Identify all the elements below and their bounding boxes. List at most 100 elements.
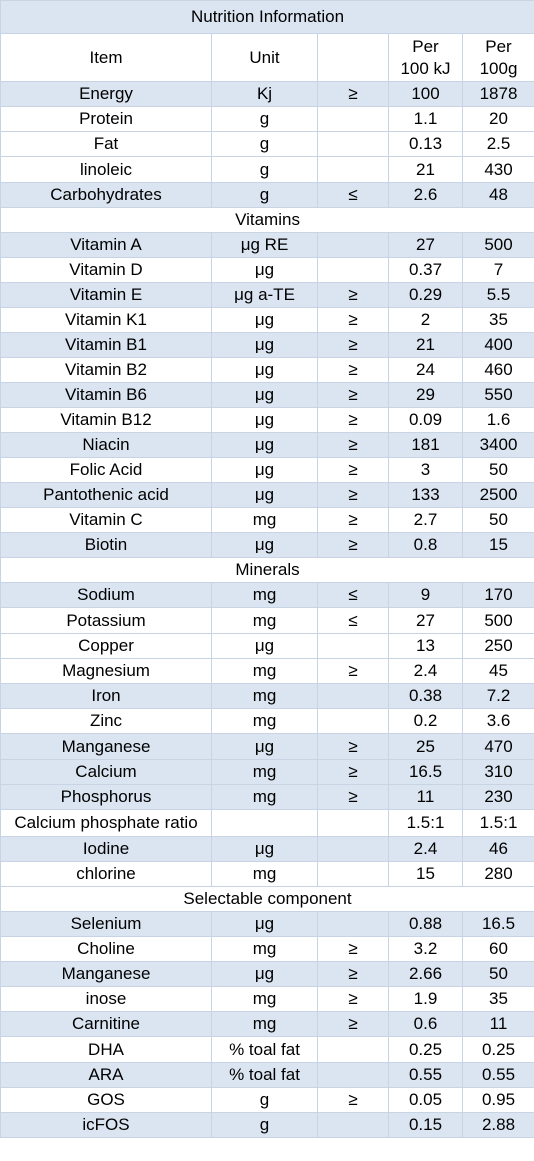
cell-item: Selenium bbox=[0, 911, 212, 937]
cell-per-100kj: 0.55 bbox=[388, 1062, 463, 1088]
cell-unit: % toal fat bbox=[211, 1036, 318, 1063]
cell-item: Fat bbox=[0, 131, 212, 157]
cell-per-100kj: 1.1 bbox=[388, 106, 463, 132]
cell-item: Folic Acid bbox=[0, 457, 212, 483]
cell-per-100g: 3400 bbox=[461, 432, 534, 458]
header-per-100kj-line1: Per bbox=[412, 36, 439, 56]
cell-item: ARA bbox=[0, 1062, 212, 1088]
cell-item: Carbohydrates bbox=[0, 182, 212, 208]
cell-unit: mg bbox=[211, 759, 318, 785]
cell-per-100kj: 2.66 bbox=[388, 961, 463, 987]
title-row: Nutrition Information bbox=[0, 0, 534, 34]
header-per-100kj-line2: 100 kJ bbox=[400, 58, 451, 78]
cell-unit: μg bbox=[211, 307, 318, 333]
cell-symbol bbox=[317, 1036, 389, 1063]
cell-per-100kj: 133 bbox=[388, 482, 463, 508]
cell-symbol: ≥ bbox=[317, 81, 389, 107]
cell-item: Biotin bbox=[0, 532, 212, 558]
table-row: Selenium μg 0.88 16.5 bbox=[0, 911, 534, 937]
cell-item: Choline bbox=[0, 936, 212, 962]
cell-per-100g: 45 bbox=[461, 658, 534, 684]
cell-per-100g: 430 bbox=[461, 156, 534, 183]
table-row: Vitamin B6 μg ≥29 550 bbox=[0, 382, 534, 408]
cell-symbol bbox=[317, 911, 389, 937]
header-symbol bbox=[317, 33, 389, 82]
cell-per-100kj: 2 bbox=[388, 307, 463, 333]
cell-unit: mg bbox=[211, 936, 318, 962]
cell-per-100g: 16.5 bbox=[461, 911, 534, 937]
table-row: Zinc mg 0.2 3.6 bbox=[0, 708, 534, 734]
cell-per-100g: 500 bbox=[461, 232, 534, 258]
cell-per-100g: 500 bbox=[461, 607, 534, 634]
cell-symbol bbox=[317, 106, 389, 132]
cell-item: Energy bbox=[0, 81, 212, 107]
cell-symbol: ≥ bbox=[317, 532, 389, 558]
cell-symbol: ≥ bbox=[317, 1087, 389, 1113]
cell-per-100kj: 11 bbox=[388, 784, 463, 810]
cell-per-100kj: 1.9 bbox=[388, 986, 463, 1012]
header-item: Item bbox=[0, 33, 212, 82]
cell-symbol: ≥ bbox=[317, 1011, 389, 1037]
cell-item: Manganese bbox=[0, 961, 212, 987]
header-per-100g-line1: Per bbox=[485, 36, 512, 56]
cell-symbol: ≤ bbox=[317, 182, 389, 208]
cell-unit: mg bbox=[211, 784, 318, 810]
cell-per-100kj: 2.7 bbox=[388, 507, 463, 533]
cell-per-100kj: 21 bbox=[388, 156, 463, 183]
header-per-100g: Per 100g bbox=[461, 33, 534, 82]
cell-per-100kj: 3.2 bbox=[388, 936, 463, 962]
cell-per-100kj: 2.4 bbox=[388, 836, 463, 862]
cell-unit: mg bbox=[211, 607, 318, 634]
table-row: Vitamin K1 μg ≥2 35 bbox=[0, 307, 534, 333]
table-row: chlorine mg 15 280 bbox=[0, 861, 534, 887]
cell-per-100g: 2.88 bbox=[461, 1112, 534, 1138]
cell-unit: g bbox=[211, 182, 318, 208]
cell-per-100kj: 29 bbox=[388, 382, 463, 408]
cell-symbol bbox=[317, 156, 389, 183]
cell-symbol bbox=[317, 809, 389, 837]
cell-symbol: ≥ bbox=[317, 733, 389, 760]
cell-item: Vitamin K1 bbox=[0, 307, 212, 333]
cell-unit: μg bbox=[211, 432, 318, 458]
table-row: Magnesium mg ≥2.4 45 bbox=[0, 658, 534, 684]
cell-symbol: ≥ bbox=[317, 936, 389, 962]
cell-symbol bbox=[317, 861, 389, 887]
cell-item: icFOS bbox=[0, 1112, 212, 1138]
section-row: Selectable component bbox=[0, 886, 534, 912]
cell-unit: mg bbox=[211, 582, 318, 608]
cell-per-100g: 280 bbox=[461, 861, 534, 887]
cell-per-100kj: 0.2 bbox=[388, 708, 463, 734]
cell-symbol: ≥ bbox=[317, 784, 389, 810]
cell-symbol bbox=[317, 232, 389, 258]
cell-item: Sodium bbox=[0, 582, 212, 608]
cell-symbol bbox=[317, 836, 389, 862]
cell-per-100g: 470 bbox=[461, 733, 534, 760]
cell-per-100g: 1878 bbox=[461, 81, 534, 107]
cell-unit: μg bbox=[211, 836, 318, 862]
table-row: ARA% toal fat 0.55 0.55 bbox=[0, 1062, 534, 1088]
cell-unit: g bbox=[211, 131, 318, 157]
table-row: Potassium mg ≤27 500 bbox=[0, 607, 534, 634]
cell-per-100g: 400 bbox=[461, 332, 534, 358]
cell-item: linoleic bbox=[0, 156, 212, 183]
table-row: Iron mg 0.38 7.2 bbox=[0, 683, 534, 709]
table-row: Fat g 0.13 2.5 bbox=[0, 131, 534, 157]
cell-item: Vitamin A bbox=[0, 232, 212, 258]
cell-item: Copper bbox=[0, 633, 212, 659]
cell-unit: μg bbox=[211, 482, 318, 508]
cell-per-100kj: 25 bbox=[388, 733, 463, 760]
table-row: Biotin μg ≥0.8 15 bbox=[0, 532, 534, 558]
table-row: GOS g ≥0.05 0.95 bbox=[0, 1087, 534, 1113]
table-row: Vitamin B12 μg ≥0.09 1.6 bbox=[0, 407, 534, 433]
table-row: Carbohydrates g ≤2.6 48 bbox=[0, 182, 534, 208]
cell-per-100g: 35 bbox=[461, 986, 534, 1012]
cell-per-100g: 2.5 bbox=[461, 131, 534, 157]
table-row: linoleic g 21 430 bbox=[0, 156, 534, 183]
cell-unit: μg bbox=[211, 633, 318, 659]
cell-unit bbox=[211, 809, 318, 837]
cell-per-100g: 2500 bbox=[461, 482, 534, 508]
cell-unit: mg bbox=[211, 861, 318, 887]
